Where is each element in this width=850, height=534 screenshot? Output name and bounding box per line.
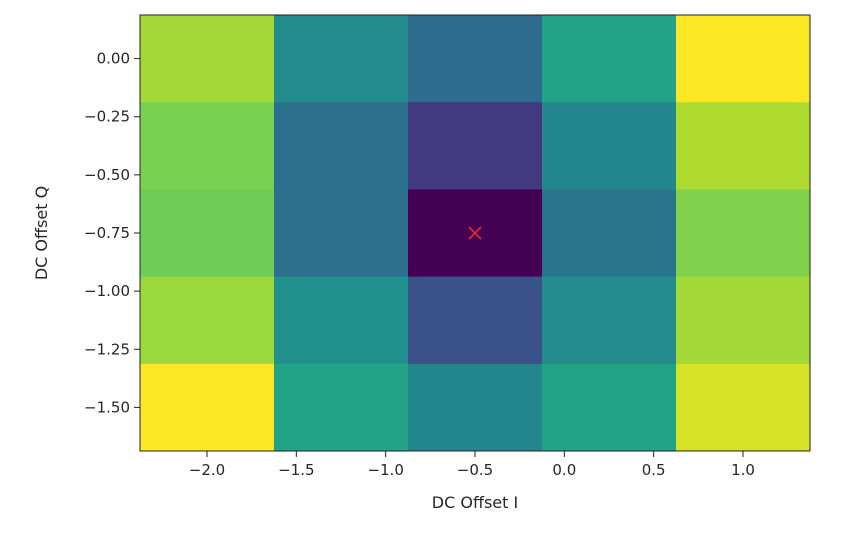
y-tick-label: −1.25 (84, 340, 130, 358)
x-tick-label: −0.5 (457, 461, 493, 479)
heatmap-cell (140, 102, 275, 190)
x-tick-label: −1.0 (367, 461, 403, 479)
heatmap-cells (140, 15, 811, 452)
x-tick-label: 1.0 (731, 461, 755, 479)
heatmap-cell (408, 15, 543, 103)
heatmap-cell (274, 15, 409, 103)
heatmap-cell (140, 276, 275, 365)
heatmap-cell (676, 102, 811, 190)
optimum-marker-layer (468, 226, 482, 240)
heatmap-cell (542, 189, 677, 278)
x-axis-label: DC Offset I (432, 493, 518, 512)
heatmap-cell (274, 189, 409, 278)
y-tick-label: −0.25 (84, 108, 130, 126)
heatmap-cell (676, 189, 811, 278)
heatmap-cell (140, 15, 275, 103)
y-tick-label: −0.75 (84, 224, 130, 242)
heatmap-cell (542, 363, 677, 452)
y-tick-label: −1.50 (84, 398, 130, 416)
heatmap-cell (274, 102, 409, 190)
heatmap-cell (542, 102, 677, 190)
x-axis-ticks: −2.0 −1.5 −1.0 −0.5 0.0 0.5 1.0 (189, 451, 755, 479)
x-tick-label: 0.5 (642, 461, 666, 479)
x-tick-label: 0.0 (552, 461, 576, 479)
heatmap-cell (274, 276, 409, 365)
heatmap-cell (140, 363, 275, 452)
y-tick-label: −1.00 (84, 282, 130, 300)
y-tick-label: 0.00 (97, 50, 130, 68)
heatmap-cell (542, 15, 677, 103)
x-tick-label: −1.5 (278, 461, 314, 479)
heatmap-cell (274, 363, 409, 452)
x-tick-label: −2.0 (189, 461, 225, 479)
heatmap-cell (408, 363, 543, 452)
heatmap-cell (140, 189, 275, 278)
optimum-x-marker (468, 226, 482, 240)
heatmap-cell (408, 102, 543, 190)
heatmap-cell (676, 15, 811, 103)
heatmap-cell (542, 276, 677, 365)
heatmap-cell (676, 276, 811, 365)
y-axis-ticks: 0.00 −0.25 −0.50 −0.75 −1.00 −1.25 −1.50 (84, 50, 140, 416)
y-tick-label: −0.50 (84, 166, 130, 184)
heatmap-cell (408, 276, 543, 365)
heatmap-cell (676, 363, 811, 452)
y-axis-label: DC Offset Q (32, 186, 51, 280)
